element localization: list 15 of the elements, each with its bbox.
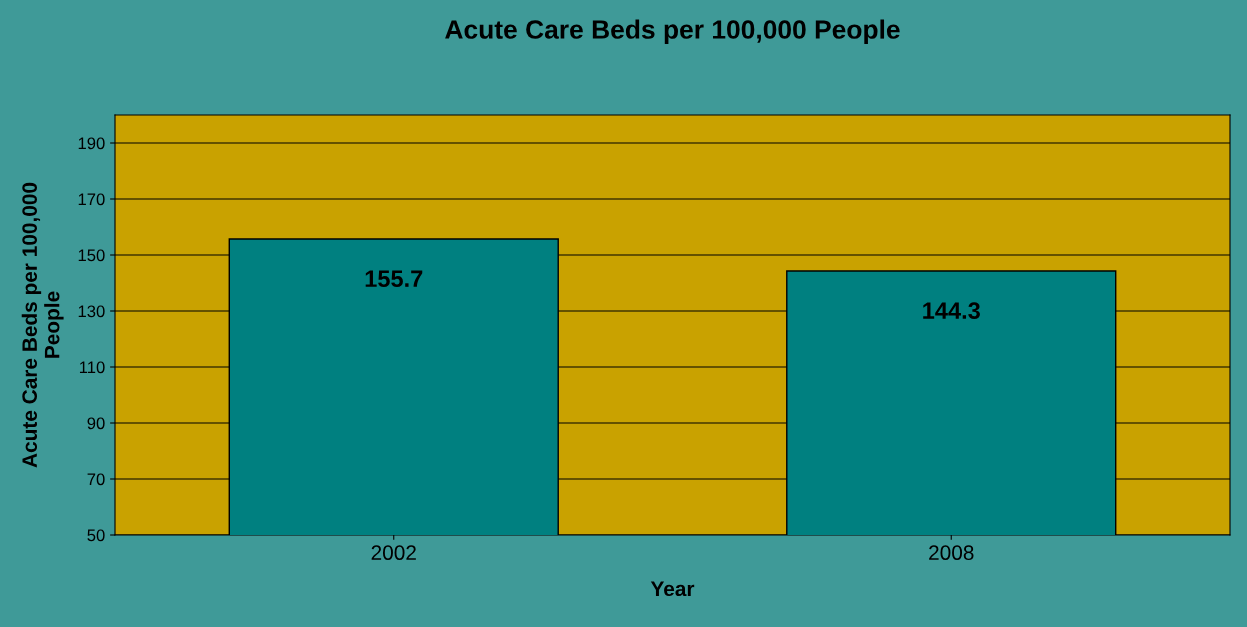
y-tick-label: 110	[79, 361, 105, 374]
y-tick-label: 130	[78, 305, 105, 318]
chart-title: Acute Care Beds per 100,000 People	[445, 19, 900, 45]
x-axis-title: Year	[650, 581, 695, 597]
y-tick-label: 190	[78, 137, 105, 150]
y-tick-label: 90	[87, 417, 105, 430]
x-tick-label: 2008	[929, 545, 974, 561]
y-axis-title: Acute Care Beds per 100,000 People	[21, 182, 64, 468]
y-tick-label: 150	[78, 249, 105, 262]
data-label: 144.3	[923, 302, 980, 319]
data-label: 155.7	[365, 270, 423, 288]
y-tick-label: 170	[78, 193, 105, 206]
y-tick-label: 50	[87, 529, 105, 542]
y-tick-label: 70	[87, 473, 105, 486]
x-tick-label: 2002	[371, 545, 416, 561]
